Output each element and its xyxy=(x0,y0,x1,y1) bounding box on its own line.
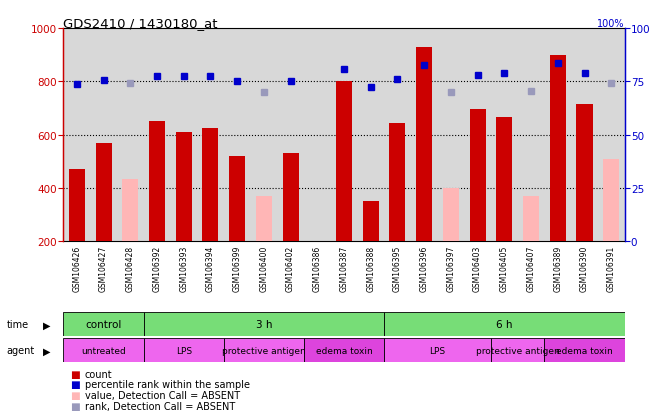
Text: rank, Detection Call = ABSENT: rank, Detection Call = ABSENT xyxy=(85,401,235,411)
Text: GSM106400: GSM106400 xyxy=(259,245,269,292)
Bar xyxy=(256,197,272,242)
Text: GSM106428: GSM106428 xyxy=(126,245,135,291)
Bar xyxy=(122,179,138,242)
Text: GSM106390: GSM106390 xyxy=(580,245,589,292)
Text: ■: ■ xyxy=(70,369,80,379)
Bar xyxy=(144,313,384,337)
Bar xyxy=(63,313,144,337)
Text: count: count xyxy=(85,369,112,379)
Text: protective antigen: protective antigen xyxy=(476,346,560,355)
Text: ■: ■ xyxy=(70,401,80,411)
Bar xyxy=(443,188,459,242)
Text: GSM106426: GSM106426 xyxy=(72,245,81,291)
Text: 6 h: 6 h xyxy=(496,320,512,330)
Bar xyxy=(550,55,566,242)
Text: ▶: ▶ xyxy=(43,346,51,356)
Text: LPS: LPS xyxy=(176,346,192,355)
Bar xyxy=(544,339,625,363)
Text: GSM106396: GSM106396 xyxy=(420,245,429,292)
Text: ■: ■ xyxy=(70,390,80,400)
Text: untreated: untreated xyxy=(81,346,126,355)
Text: protective antigen: protective antigen xyxy=(222,346,306,355)
Text: GSM106393: GSM106393 xyxy=(179,245,188,292)
Bar xyxy=(523,197,539,242)
Text: GSM106399: GSM106399 xyxy=(232,245,242,292)
Text: LPS: LPS xyxy=(430,346,446,355)
Text: GSM106397: GSM106397 xyxy=(446,245,456,292)
Bar xyxy=(69,170,85,242)
Bar xyxy=(224,339,304,363)
Bar xyxy=(576,104,593,242)
Text: GSM106391: GSM106391 xyxy=(607,245,616,291)
Bar xyxy=(491,339,544,363)
Text: GSM106395: GSM106395 xyxy=(393,245,402,292)
Bar xyxy=(176,133,192,242)
Bar xyxy=(202,128,218,242)
Bar xyxy=(283,154,299,242)
Bar xyxy=(304,339,384,363)
Text: GSM106388: GSM106388 xyxy=(366,245,375,291)
Text: GSM106403: GSM106403 xyxy=(473,245,482,292)
Text: GSM106392: GSM106392 xyxy=(152,245,162,291)
Text: control: control xyxy=(86,320,122,330)
Text: value, Detection Call = ABSENT: value, Detection Call = ABSENT xyxy=(85,390,240,400)
Text: GSM106386: GSM106386 xyxy=(313,245,322,291)
Bar xyxy=(470,110,486,242)
Text: GSM106427: GSM106427 xyxy=(99,245,108,291)
Text: GSM106387: GSM106387 xyxy=(339,245,349,291)
Bar xyxy=(496,118,512,242)
Text: edema toxin: edema toxin xyxy=(556,346,613,355)
Text: time: time xyxy=(7,320,29,330)
Text: percentile rank within the sample: percentile rank within the sample xyxy=(85,380,250,389)
Text: GSM106402: GSM106402 xyxy=(286,245,295,291)
Text: edema toxin: edema toxin xyxy=(316,346,372,355)
Bar xyxy=(603,159,619,242)
Bar xyxy=(389,123,405,242)
Text: GSM106394: GSM106394 xyxy=(206,245,215,292)
Text: GSM106407: GSM106407 xyxy=(526,245,536,292)
Bar xyxy=(416,47,432,242)
Bar xyxy=(63,339,144,363)
Bar xyxy=(229,157,245,242)
Bar xyxy=(384,313,625,337)
Text: 100%: 100% xyxy=(597,19,625,29)
Text: ▶: ▶ xyxy=(43,320,51,330)
Bar xyxy=(363,202,379,242)
Bar xyxy=(336,82,352,242)
Bar xyxy=(149,122,165,242)
Bar xyxy=(144,339,224,363)
Text: GSM106389: GSM106389 xyxy=(553,245,562,291)
Bar xyxy=(384,339,491,363)
Text: 3 h: 3 h xyxy=(256,320,272,330)
Bar xyxy=(96,143,112,242)
Text: ■: ■ xyxy=(70,380,80,389)
Text: GDS2410 / 1430180_at: GDS2410 / 1430180_at xyxy=(63,17,218,29)
Text: GSM106405: GSM106405 xyxy=(500,245,509,292)
Text: agent: agent xyxy=(7,346,35,356)
